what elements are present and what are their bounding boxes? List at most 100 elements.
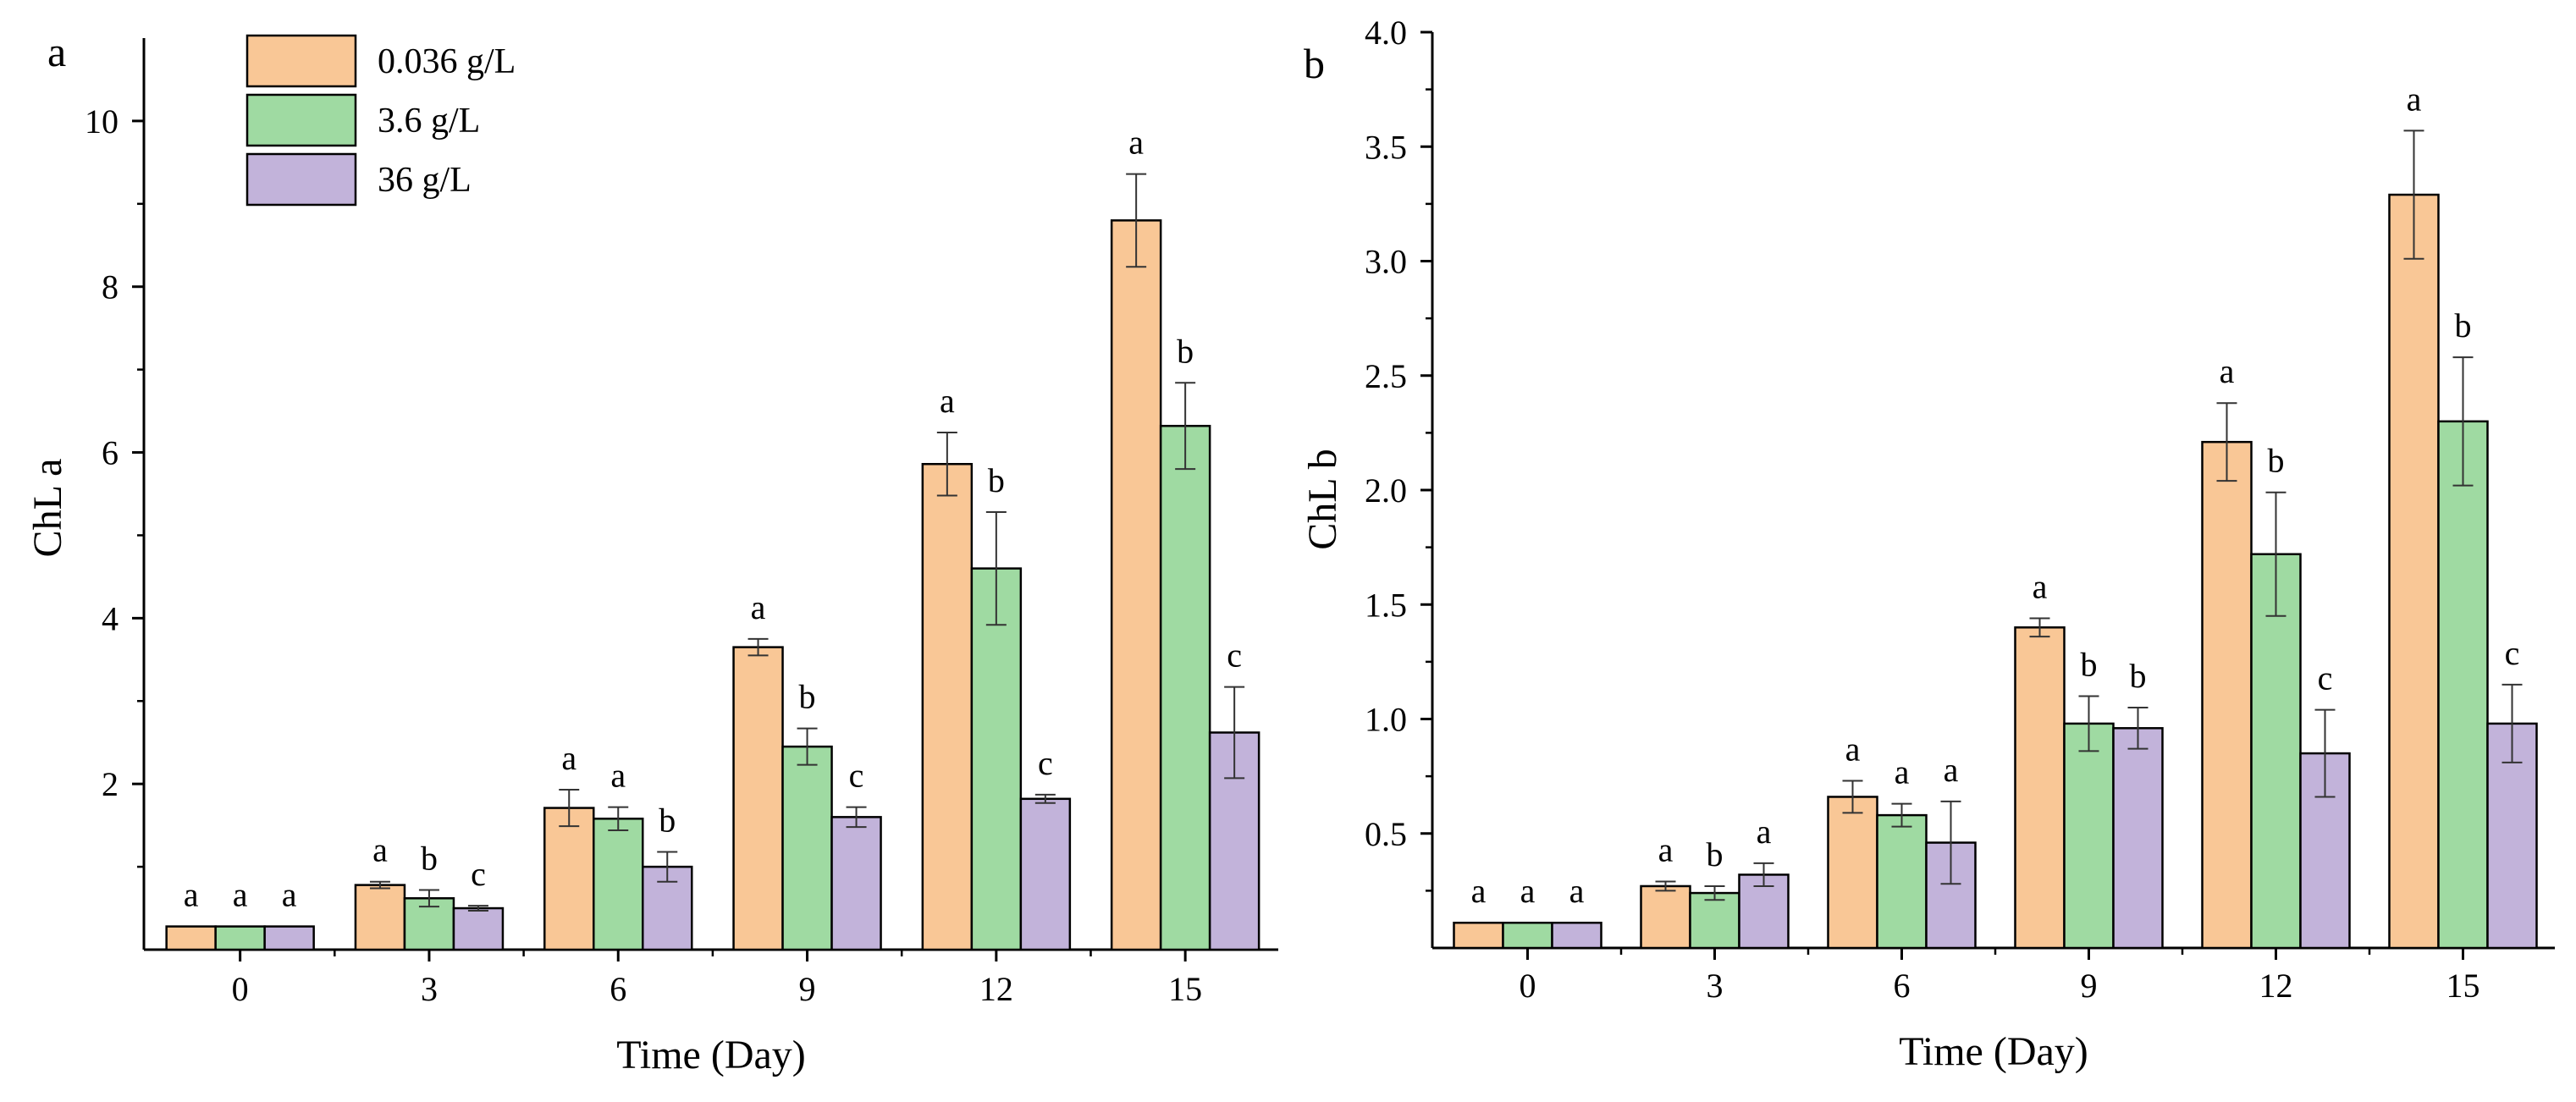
significance-label: a <box>1757 813 1772 851</box>
bar-0-036-g-l-day-0 <box>165 925 217 951</box>
significance-label: b <box>421 840 438 878</box>
y-tick-label: 10 <box>85 102 119 141</box>
bar-3-6-g-l-day-12 <box>2250 553 2302 950</box>
bar-0-036-g-l-day-12 <box>2201 440 2253 950</box>
bar-3-6-g-l-day-3 <box>1689 891 1740 950</box>
bar-0-036-g-l-day-6 <box>1827 796 1878 950</box>
significance-label: a <box>282 876 297 914</box>
significance-label: a <box>1895 753 1910 791</box>
x-tick-label: 15 <box>2446 967 2480 1005</box>
legend-label: 0.036 g/L <box>378 42 516 81</box>
y-tick-label: 3.0 <box>1365 243 1407 281</box>
significance-label: a <box>1658 831 1674 869</box>
x-tick-label: 15 <box>1168 970 1202 1008</box>
panel-b: b 0.5 1.0 1.5 2.0 2.5 3.0 3.5 4.0 Time (Day) ChL … <box>1300 14 2555 1074</box>
significance-label: b <box>1707 835 1724 873</box>
bar-0-036-g-l-day-3 <box>354 884 406 951</box>
legend: 0.036 g/L 3.6 g/L 36 g/L <box>245 34 516 207</box>
bar-0-036-g-l-day-15 <box>2388 193 2440 950</box>
bar-3-6-g-l-day-9 <box>781 745 833 951</box>
y-axis-title: ChL b <box>1300 449 1345 550</box>
significance-label: a <box>1845 730 1861 769</box>
x-tick-label: 0 <box>232 970 249 1008</box>
bar-3-6-g-l-day-15 <box>2437 420 2489 950</box>
significance-label: a <box>1944 751 1959 789</box>
x-tick-label: 6 <box>1894 967 1911 1005</box>
y-tick-label: 0.5 <box>1365 815 1407 853</box>
significance-label: a <box>233 876 248 914</box>
bar-0-036-g-l-day-6 <box>543 807 595 951</box>
legend-swatch-36-g-l <box>245 152 357 207</box>
significance-label: a <box>184 876 199 914</box>
bar-36-g-l-day-9 <box>830 816 882 951</box>
legend-label: 36 g/L <box>378 161 472 200</box>
significance-label: a <box>940 382 955 420</box>
x-tick-label: 9 <box>2081 967 2098 1005</box>
significance-label: c <box>1038 744 1053 782</box>
y-tick-label: 4.0 <box>1365 14 1407 52</box>
bar-3-6-g-l-day-12 <box>970 567 1023 951</box>
bar-36-g-l-day-0 <box>1551 921 1602 950</box>
significance-label: c <box>2318 659 2333 697</box>
bar-0-036-g-l-day-15 <box>1110 219 1162 951</box>
significance-label: b <box>2455 306 2472 344</box>
significance-label: a <box>2407 80 2422 118</box>
y-tick-label: 8 <box>102 268 119 306</box>
bar-0-036-g-l-day-3 <box>1640 884 1691 950</box>
x-tick-label: 0 <box>1520 967 1536 1005</box>
y-axis-title: ChL a <box>25 459 70 558</box>
significance-label: b <box>988 461 1005 499</box>
significance-label: a <box>1128 124 1144 162</box>
bar-0-036-g-l-day-0 <box>1453 921 1504 950</box>
x-tick-label: 12 <box>2259 967 2293 1005</box>
significance-label: b <box>659 801 676 839</box>
y-tick-label: 2 <box>102 765 119 803</box>
significance-label: a <box>1569 872 1585 910</box>
bar-36-g-l-day-9 <box>2112 727 2164 950</box>
bar-3-6-g-l-day-9 <box>2063 722 2115 950</box>
significance-label: c <box>471 855 486 893</box>
bar-3-6-g-l-day-6 <box>1876 813 1928 950</box>
bar-36-g-l-day-12 <box>1019 797 1072 951</box>
y-tick-label: 3.5 <box>1365 128 1407 166</box>
significance-label: b <box>1177 332 1194 370</box>
x-tick-label: 6 <box>610 970 626 1008</box>
significance-label: b <box>799 678 816 716</box>
significance-label: a <box>2033 567 2048 605</box>
significance-label: b <box>2081 645 2098 683</box>
x-tick-label: 9 <box>799 970 816 1008</box>
significance-label: a <box>610 757 626 795</box>
y-tick-label: 4 <box>102 599 119 637</box>
significance-label: a <box>2220 352 2235 390</box>
y-tick-label: 1.0 <box>1365 701 1407 739</box>
significance-label: a <box>1520 872 1536 910</box>
significance-label: c <box>849 757 864 795</box>
bar-3-6-g-l-day-6 <box>593 818 644 951</box>
panel-a-letter: a <box>47 28 66 75</box>
significance-label: a <box>561 739 576 777</box>
y-tick-label: 2.0 <box>1365 471 1407 510</box>
legend-swatch-3-6-g-l <box>245 93 357 147</box>
significance-label: c <box>1227 636 1242 675</box>
bar-0-036-g-l-day-12 <box>921 463 974 951</box>
bar-36-g-l-day-3 <box>452 906 505 951</box>
bar-0-036-g-l-day-9 <box>2014 626 2066 950</box>
x-tick-label: 3 <box>1707 967 1724 1005</box>
y-tick-label: 2.5 <box>1365 357 1407 395</box>
bar-36-g-l-day-6 <box>642 865 693 951</box>
x-tick-label: 12 <box>979 970 1013 1008</box>
x-tick-label: 3 <box>421 970 438 1008</box>
bar-0-036-g-l-day-9 <box>732 646 784 951</box>
panel-b-letter: b <box>1304 40 1325 87</box>
bar-36-g-l-day-0 <box>263 925 315 951</box>
y-tick-label: 1.5 <box>1365 586 1407 624</box>
significance-label: b <box>2268 442 2285 480</box>
significance-label: c <box>2505 634 2520 672</box>
bar-3-6-g-l-day-0 <box>214 925 266 951</box>
legend-label: 3.6 g/L <box>378 102 480 141</box>
significance-label: a <box>751 588 766 626</box>
significance-label: a <box>372 831 388 869</box>
bar-3-6-g-l-day-0 <box>1502 921 1553 950</box>
